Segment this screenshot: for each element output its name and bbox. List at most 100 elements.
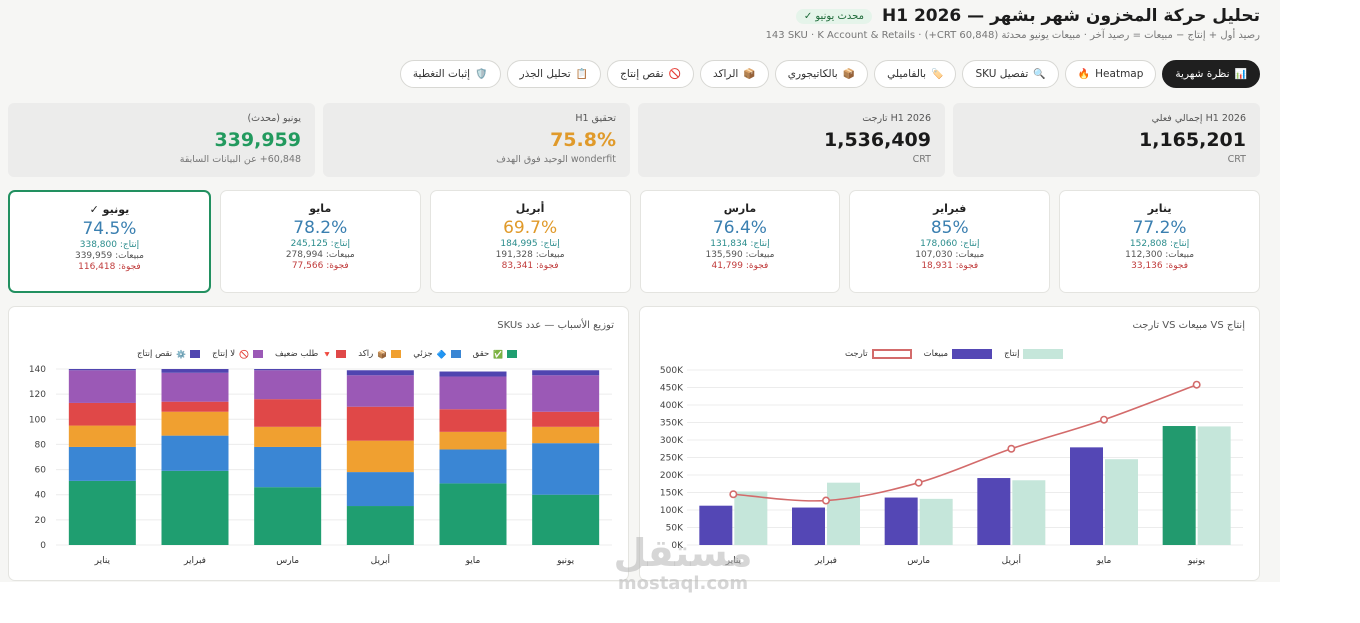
y-tick-label: 40 [35, 491, 47, 501]
legend-swatch [507, 350, 518, 358]
legend-icon: ✅ [493, 349, 504, 359]
legend-item[interactable]: ✅ حقق [473, 349, 518, 359]
y-tick-label: 200K [660, 471, 684, 481]
reason-distribution-chart: 0 20 40 60 80 100 120 140 يناير فبراير مارس أبريل ما… [29, 365, 612, 566]
month-gap: فجوة: 77,566 [291, 261, 349, 271]
month-card-january[interactable]: يناير 77.2% إنتاج: 152,808 مبيعات: 112,3… [1059, 190, 1260, 293]
stack-segment [532, 370, 600, 376]
legend-item-production[interactable]: إنتاج [1004, 349, 1064, 359]
legend-item[interactable]: 🔷 جزئي [413, 349, 461, 359]
tab-monthly-overview[interactable]: 📊 نظرة شهرية [1162, 60, 1260, 88]
tab-by-category[interactable]: 📦 بالكاتيجوري [774, 60, 869, 88]
y-tick-label: 0 [40, 541, 46, 551]
month-achievement: 74.5% [82, 219, 137, 239]
stack-segment [161, 372, 229, 402]
stack-segment [346, 472, 414, 507]
stack-segment [254, 399, 322, 427]
y-tick-label: 80 [35, 440, 47, 450]
legend-item[interactable]: ⚙️ نقص إنتاج [137, 349, 201, 359]
tab-root-cause[interactable]: 📋 تحليل الجذر [506, 60, 602, 88]
month-gap: فجوة: 33,136 [1131, 261, 1189, 271]
kpi-note: CRT [1227, 154, 1246, 165]
y-tick-label: 250K [660, 454, 684, 464]
tab-stagnant[interactable]: 📦 الراكد [700, 60, 769, 88]
legend-icon: 🔷 [436, 349, 447, 359]
month-card-may[interactable]: مايو 78.2% إنتاج: 245,125 مبيعات: 278,99… [219, 190, 421, 293]
kpi-value: 339,959 [214, 129, 301, 151]
month-achievement: 77.2% [1132, 218, 1187, 238]
stack-segment [254, 446, 322, 488]
chart-title: توزيع الأسباب — عدد SKUs [497, 320, 614, 331]
legend-label: جزئي [413, 349, 433, 359]
tab-production-shortage[interactable]: 🚫 نقص إنتاج [607, 60, 694, 88]
kpi-card-h1-target: H1 2026 تارجت 1,536,409 CRT [638, 103, 945, 177]
tab-label: نظرة شهرية [1175, 68, 1230, 80]
bar-production [919, 498, 953, 545]
bar-sales [1162, 426, 1196, 545]
kpi-value: 1,165,201 [1139, 129, 1246, 151]
legend-swatch [336, 350, 347, 358]
target-line [733, 383, 1197, 502]
production-sales-target-panel: إنتاج VS مبيعات VS تارجت إنتاج مبيعات تا… [639, 306, 1260, 581]
month-card-april[interactable]: أبريل 69.7% إنتاج: 184,995 مبيعات: 191,3… [429, 190, 631, 293]
y-tick-label: 140 [29, 365, 46, 375]
legend-label: تارجت [845, 349, 868, 359]
tab-label: نقص إنتاج [620, 68, 664, 80]
watermark-logo: مستقل mostaql.com [598, 532, 768, 594]
month-achievement: 69.7% [503, 218, 558, 238]
kpi-note: 60,848+ عن البيانات السابقة [179, 154, 301, 165]
legend-item[interactable]: 📦 راكد [358, 349, 402, 359]
month-card-february[interactable]: فبراير 85% إنتاج: 178,060 مبيعات: 107,03… [849, 190, 1051, 293]
stack-segment [532, 426, 600, 444]
bar-sales [977, 478, 1011, 545]
tab-label: Heatmap [1095, 68, 1144, 80]
tab-sku-detail[interactable]: 🔍 تفصيل SKU [962, 60, 1059, 88]
tab-heatmap[interactable]: Heatmap 🔥 [1064, 60, 1157, 88]
stack-segment [68, 369, 136, 371]
x-tick-label: يناير [94, 556, 111, 566]
month-gap: فجوة: 83,341 [501, 261, 559, 271]
legend-item-sales[interactable]: مبيعات [923, 349, 993, 359]
tab-label: الراكد [713, 68, 739, 80]
month-name: أبريل [515, 202, 545, 215]
stack-segment [254, 369, 322, 371]
clipboard-icon: 📋 [575, 68, 589, 80]
legend-item[interactable]: 🚫 لا إنتاج [212, 349, 264, 359]
stack-segment [532, 411, 600, 427]
tab-coverage-proof[interactable]: 🛡️ إثبات التغطية [399, 60, 501, 88]
month-production: إنتاج: 178,060 [920, 239, 980, 249]
tab-by-family[interactable]: 🏷️ بالفاميلي [874, 60, 957, 88]
stack-segment [532, 375, 600, 412]
stack-segment [439, 376, 507, 410]
legend-item-target[interactable]: تارجت [845, 349, 912, 359]
target-point [914, 478, 923, 487]
updated-badge: محدث يونيو ✓ [795, 8, 872, 24]
kpi-label: يونيو (محدث) [247, 113, 301, 124]
page-subtitle: رصيد أول + إنتاج − مبيعات = رصيد آخر · م… [765, 30, 1260, 41]
legend-item[interactable]: 🔻 طلب ضعيف [275, 349, 347, 359]
stack-segment [254, 487, 322, 545]
tab-label: بالكاتيجوري [787, 68, 838, 80]
bar-production [1197, 426, 1231, 545]
x-tick-label: يناير [725, 556, 742, 566]
legend-label: مبيعات [923, 349, 949, 359]
stack-segment [161, 435, 229, 471]
month-card-march[interactable]: مارس 76.4% إنتاج: 131,834 مبيعات: 135,59… [639, 190, 841, 293]
tab-bar: 📊 نظرة شهرية Heatmap 🔥 🔍 تفصيل SKU 🏷️ بالفام… [399, 60, 1260, 88]
tab-label: بالفاميلي [887, 68, 927, 80]
watermark-latin: mostaql.com [617, 573, 749, 594]
month-card-june[interactable]: يونيو ✓ 74.5% إنتاج: 338,800 مبيعات: 339… [8, 190, 211, 293]
legend-label: نقص إنتاج [137, 349, 173, 359]
y-tick-label: 60 [35, 466, 47, 476]
y-tick-label: 50K [666, 524, 684, 534]
bar-sales [792, 507, 825, 545]
month-production: إنتاج: 338,800 [79, 240, 140, 250]
magnifier-icon: 🔍 [1033, 68, 1046, 80]
month-name: فبراير [933, 202, 967, 215]
tab-label: تفصيل SKU [975, 68, 1029, 80]
month-production: إنتاج: 184,995 [500, 239, 560, 249]
month-achievement: 76.4% [712, 218, 767, 238]
y-tick-label: 100K [660, 506, 684, 516]
month-cards-row: يناير 77.2% إنتاج: 152,808 مبيعات: 112,3… [8, 190, 1260, 293]
box-icon: 📦 [743, 68, 756, 80]
